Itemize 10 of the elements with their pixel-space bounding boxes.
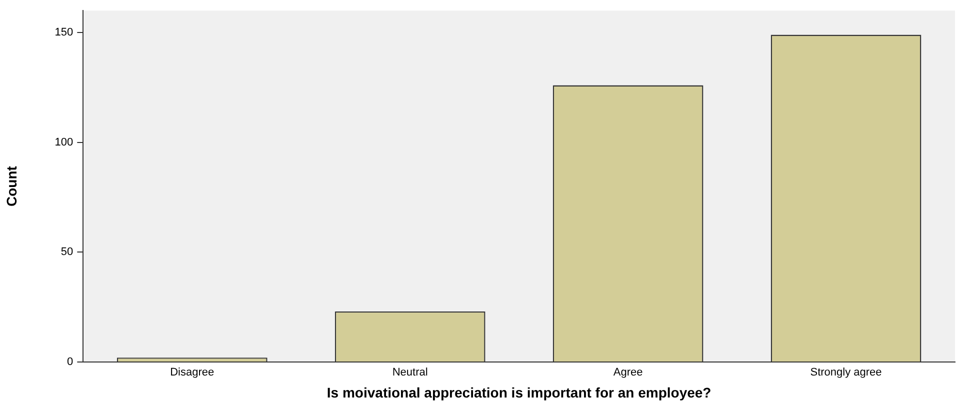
- x-tick-label: Agree: [613, 366, 643, 379]
- y-tick-label: 50: [60, 246, 74, 258]
- y-tick-label: 0: [67, 356, 74, 368]
- y-tick-label: 150: [54, 26, 74, 39]
- x-axis-title: Is moivational appreciation is important for an employee?: [326, 384, 712, 400]
- x-tick-label: Disagree: [170, 366, 214, 379]
- x-tick-label: Strongly agree: [810, 366, 882, 379]
- x-tick-label: Neutral: [392, 366, 428, 379]
- y-axis-title: Count: [3, 166, 20, 207]
- y-tick-label: 100: [54, 136, 74, 148]
